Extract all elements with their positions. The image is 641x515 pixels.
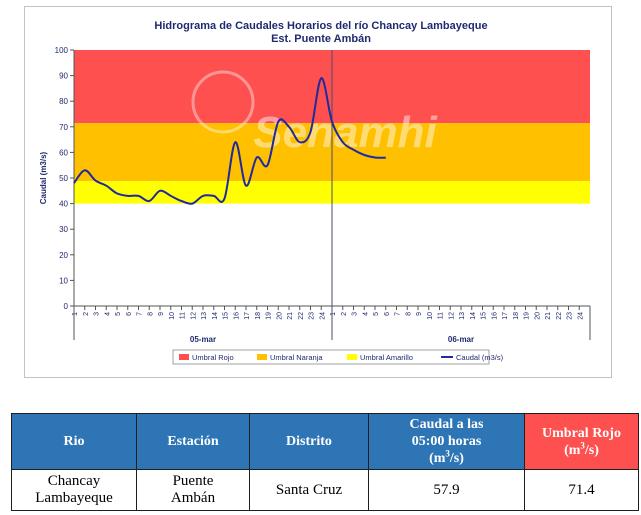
chart-title: Hidrograma de Caudales Horarios del río … <box>154 20 487 32</box>
series-line-caudal <box>73 77 386 205</box>
legend-swatch <box>347 354 357 360</box>
cell-distrito: Santa Cruz <box>249 469 369 511</box>
watermark-sun-icon <box>191 70 255 134</box>
x-tick-label: 19 <box>524 312 531 320</box>
x-tick-label: 16 <box>491 312 498 320</box>
x-tick-label: 1 <box>72 312 79 316</box>
x-tick-label: 18 <box>255 312 262 320</box>
legend-box <box>172 349 490 365</box>
chart-panel: Hidrograma de Caudales Horarios del río … <box>24 6 612 378</box>
x-tick-label: 12 <box>190 312 197 320</box>
x-tick-label: 5 <box>373 312 380 316</box>
x-tick-label: 10 <box>169 312 176 320</box>
x-tick-label: 20 <box>534 312 541 320</box>
header-umbral-rojo: Umbral Rojo (m3/s) <box>524 413 639 470</box>
x-tick-label: 7 <box>395 312 402 316</box>
x-tick-label: 4 <box>104 312 111 316</box>
x-tick-label: 15 <box>481 312 488 320</box>
y-tick-label: 30 <box>59 225 68 234</box>
y-tick-label: 80 <box>59 97 68 106</box>
cell-rio: Chancay Lambayeque <box>11 469 137 511</box>
x-tick-label: 11 <box>180 312 187 319</box>
table-row: Chancay Lambayeque Puente Ambán Santa Cruz… <box>11 469 639 511</box>
x-tick-label: 10 <box>427 312 434 320</box>
x-tick-label: 9 <box>158 312 165 316</box>
header-rio: Rio <box>11 413 137 470</box>
x-tick-label: 14 <box>470 312 477 320</box>
x-tick-label: 7 <box>137 312 144 316</box>
x-tick-label: 8 <box>405 312 412 316</box>
x-tick-label: 23 <box>309 312 316 320</box>
x-tick-label: 22 <box>298 312 305 320</box>
chart-subtitle: Est. Puente Ambán <box>271 33 371 45</box>
legend-label: Umbral Naranja <box>270 353 323 362</box>
y-tick-label: 90 <box>59 72 68 81</box>
legend-swatch <box>257 354 267 360</box>
station-table: Rio Estación Distrito Caudal a las 05:00… <box>11 413 639 511</box>
x-tick-label: 2 <box>83 312 90 316</box>
y-tick-label: 100 <box>55 46 69 55</box>
y-tick-label: 0 <box>64 302 69 311</box>
legend-label: Umbral Amarillo <box>360 353 413 362</box>
y-tick-label: 40 <box>59 200 68 209</box>
x-tick-label: 19 <box>266 312 273 320</box>
watermark-logo: Senamhi <box>253 108 437 157</box>
table-header-row: Rio Estación Distrito Caudal a las 05:00… <box>11 413 639 470</box>
x-tick-label: 4 <box>362 312 369 316</box>
cell-umbral: 71.4 <box>524 469 639 511</box>
x-tick-label: 6 <box>384 312 391 316</box>
y-axis-label: Caudal (m3/s) <box>39 151 48 204</box>
y-tick-label: 50 <box>59 174 68 183</box>
x-tick-label: 17 <box>244 312 251 320</box>
x-tick-label: 22 <box>556 312 563 320</box>
x-tick-label: 16 <box>233 312 240 320</box>
day-label: 06-mar <box>448 335 474 344</box>
y-tick-label: 20 <box>59 251 68 260</box>
x-tick-label: 21 <box>545 312 552 320</box>
x-tick-label: 3 <box>352 312 359 316</box>
x-tick-label: 18 <box>513 312 520 320</box>
x-tick-label: 23 <box>567 312 574 320</box>
x-tick-label: 17 <box>502 312 509 320</box>
header-estacion: Estación <box>136 413 250 470</box>
legend-swatch <box>179 354 189 360</box>
y-tick-label: 10 <box>59 276 68 285</box>
x-tick-label: 21 <box>287 312 294 320</box>
day-label: 05-mar <box>190 335 216 344</box>
x-tick-label: 20 <box>276 312 283 320</box>
x-tick-label: 9 <box>416 312 423 316</box>
x-tick-label: 24 <box>319 312 326 320</box>
header-caudal: Caudal a las 05:00 horas (m3/s) <box>368 413 525 470</box>
cell-caudal: 57.9 <box>368 469 525 511</box>
x-tick-label: 2 <box>341 312 348 316</box>
y-tick-label: 60 <box>59 148 68 157</box>
x-tick-label: 12 <box>448 312 455 320</box>
x-tick-label: 3 <box>94 312 101 316</box>
legend-label: Caudal (m3/s) <box>456 353 504 362</box>
header-distrito: Distrito <box>249 413 369 470</box>
x-tick-label: 14 <box>212 312 219 320</box>
x-tick-label: 15 <box>223 312 230 320</box>
x-tick-label: 11 <box>438 312 445 319</box>
x-tick-label: 5 <box>115 312 122 316</box>
x-tick-label: 13 <box>201 312 208 320</box>
x-tick-label: 6 <box>126 312 133 316</box>
x-tick-label: 13 <box>459 312 466 320</box>
hydrograph-chart: Hidrograma de Caudales Horarios del río … <box>39 20 591 365</box>
x-tick-label: 8 <box>147 312 154 316</box>
x-tick-label: 1 <box>330 312 337 316</box>
cell-estacion: Puente Ambán <box>136 469 250 511</box>
x-tick-label: 24 <box>577 312 584 320</box>
y-tick-label: 70 <box>59 123 68 132</box>
legend-label: Umbral Rojo <box>192 353 234 362</box>
